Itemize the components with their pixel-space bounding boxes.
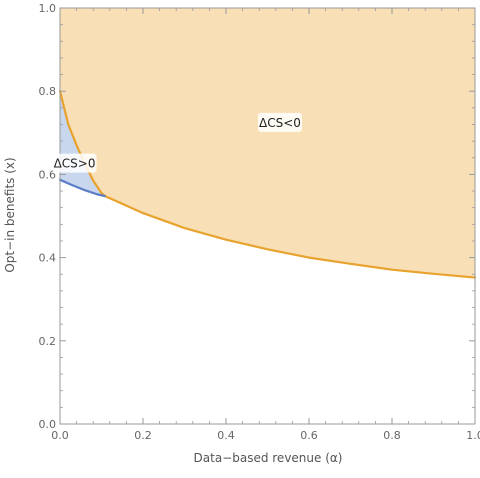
- region-label-negative: ΔCS<0: [259, 116, 301, 130]
- region-dcs-negative: [60, 8, 475, 278]
- x-axis-label: Data−based revenue (α): [194, 451, 343, 465]
- y-tick-label: 0.2: [39, 335, 57, 348]
- regions-layer: [60, 8, 475, 278]
- region-label-positive: ΔCS>0: [54, 157, 96, 171]
- x-tick-label: 1.0: [466, 429, 480, 442]
- y-tick-label: 0.4: [39, 252, 57, 265]
- x-tick-label: 0.8: [383, 429, 401, 442]
- y-tick-label: 0.8: [39, 85, 57, 98]
- x-tick-label: 0.2: [134, 429, 152, 442]
- y-tick-label: 1.0: [39, 2, 57, 15]
- x-tick-label: 0.6: [300, 429, 318, 442]
- x-tick-label: 0.4: [217, 429, 235, 442]
- y-tick-label: 0.0: [39, 418, 57, 431]
- y-axis-label: Opt−in benefits (x): [3, 157, 17, 272]
